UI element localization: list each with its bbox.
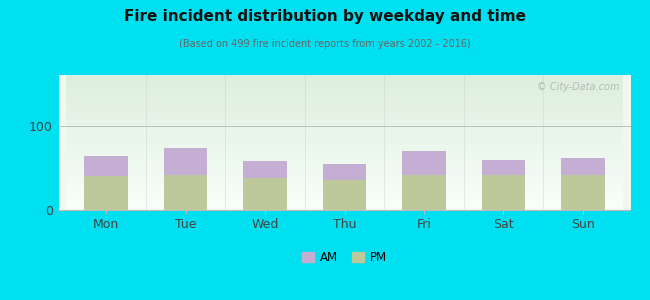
Bar [164,148,207,175]
Text: © City-Data.com: © City-Data.com [536,82,619,92]
Bar [243,178,287,210]
Text: (Based on 499 fire incident reports from years 2002 - 2016): (Based on 499 fire incident reports from… [179,39,471,49]
Bar [482,175,525,210]
Text: Fire incident distribution by weekday and time: Fire incident distribution by weekday an… [124,9,526,24]
Bar [84,156,128,176]
Bar [482,160,525,175]
Bar [322,180,367,210]
Bar [164,175,207,210]
Bar [84,176,128,210]
Bar [561,175,605,210]
Bar [402,175,446,210]
Bar [322,164,367,180]
Legend: AM, PM: AM, PM [297,247,392,269]
Bar [561,158,605,175]
Bar [243,161,287,178]
Bar [402,151,446,175]
